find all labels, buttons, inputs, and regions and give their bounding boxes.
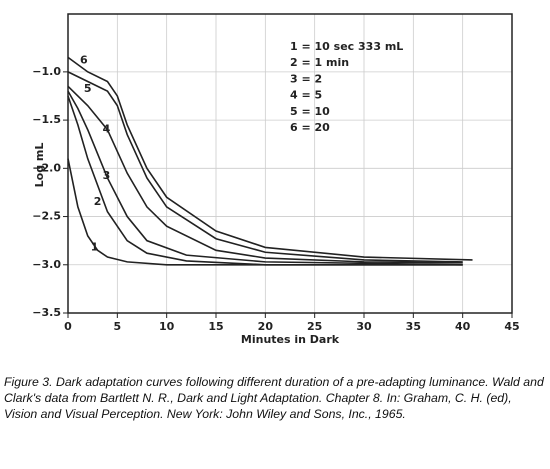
curve bbox=[67, 90, 463, 266]
x-tick-label: 10 bbox=[159, 320, 175, 333]
curve-label: 2 bbox=[94, 195, 102, 208]
x-tick-label: 25 bbox=[307, 320, 322, 333]
x-tick-label: 0 bbox=[64, 320, 72, 333]
y-tick-label: −1.5 bbox=[32, 113, 61, 126]
chart: Log mL Minutes in Dark 0 5 10 15 20 25 30 35 40 4… bbox=[32, 13, 520, 346]
legend-entry: 4 = 5 bbox=[290, 89, 322, 102]
curve-label: 3 bbox=[103, 169, 111, 182]
curve bbox=[67, 56, 473, 261]
y-tick-label: −3.0 bbox=[32, 258, 61, 271]
legend-entry: 5 = 10 bbox=[290, 105, 330, 118]
curve bbox=[67, 85, 463, 264]
curve-label: 4 bbox=[103, 123, 111, 136]
legend-entry: 1 = 10 sec 333 mL bbox=[290, 40, 403, 53]
y-tick-label: −3.5 bbox=[32, 306, 61, 319]
curve bbox=[67, 95, 463, 266]
curve-label: 5 bbox=[84, 82, 92, 95]
x-tick-label: 35 bbox=[406, 320, 421, 333]
legend-entry: 6 = 20 bbox=[290, 121, 330, 134]
x-tick-label: 15 bbox=[208, 320, 223, 333]
legend-entry: 2 = 1 min bbox=[290, 56, 349, 69]
y-tick-label: −2.5 bbox=[32, 210, 61, 223]
y-tick-label: −1.0 bbox=[32, 65, 61, 78]
x-tick-label: 40 bbox=[455, 320, 471, 333]
plot-frame bbox=[67, 13, 513, 314]
x-axis-label: Minutes in Dark bbox=[241, 333, 340, 346]
x-tick-label: 5 bbox=[114, 320, 122, 333]
y-tick-label: −2.0 bbox=[32, 161, 61, 174]
caption: Figure 3. Dark adaptation curves followi… bbox=[4, 375, 544, 421]
x-tick-label: 20 bbox=[258, 320, 274, 333]
x-tick-label: 30 bbox=[356, 320, 372, 333]
curve bbox=[67, 71, 463, 263]
x-tick-label: 45 bbox=[504, 320, 519, 333]
y-axis-label: Log mL bbox=[33, 143, 46, 188]
legend-entry: 3 = 2 bbox=[290, 72, 322, 85]
curve-label: 6 bbox=[80, 53, 88, 66]
curve-label: 1 bbox=[91, 240, 99, 253]
curve bbox=[67, 158, 463, 266]
